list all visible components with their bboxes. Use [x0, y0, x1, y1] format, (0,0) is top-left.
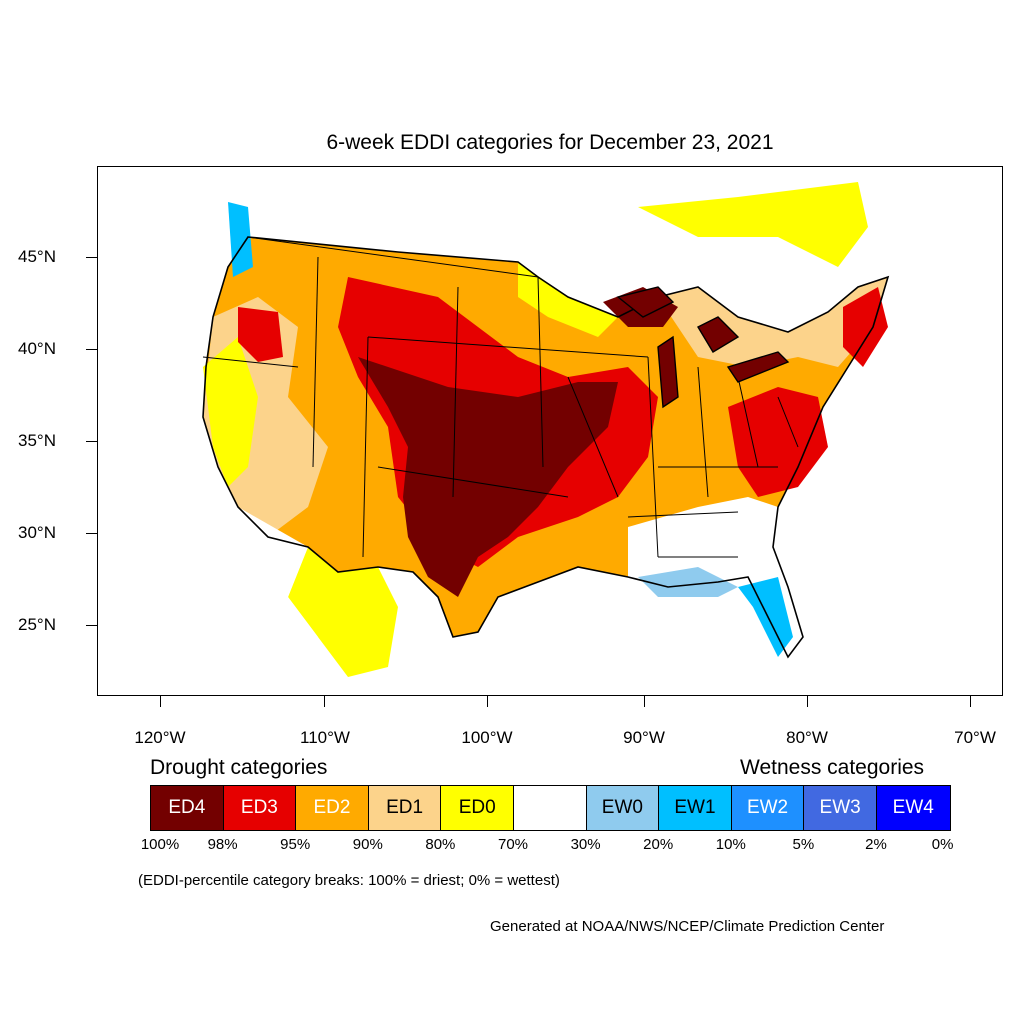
lon-tick: [160, 696, 161, 707]
legend-swatch-ed1: ED1: [368, 786, 442, 830]
lat-tick: [86, 257, 97, 258]
lat-tick: [86, 625, 97, 626]
credit-line: Generated at NOAA/NWS/NCEP/Climate Predi…: [490, 918, 885, 935]
percentile-break-label: 10%: [715, 836, 746, 853]
lon-label-100: 100°W: [461, 728, 513, 747]
lat-tick: [86, 441, 97, 442]
ew0-region-gulf: [638, 567, 738, 597]
map-title: 6-week EDDI categories for December 23, …: [326, 131, 774, 154]
ed0-region-west: [203, 337, 258, 487]
percentile-break-label: 80%: [425, 836, 456, 853]
ed3-region-northwest: [238, 307, 283, 362]
lat-tick: [86, 349, 97, 350]
category-note: (EDDI-percentile category breaks: 100% =…: [138, 872, 560, 889]
percentile-break-label: 2%: [865, 836, 887, 853]
ed4-region-plains: [358, 357, 618, 597]
percentile-break-label: 100%: [140, 836, 180, 853]
percentile-break-label: 70%: [497, 836, 529, 853]
legend-swatch-ew0: EW0: [586, 786, 660, 830]
percentile-break-label: 98%: [207, 836, 238, 853]
ed3-region-east: [728, 387, 828, 497]
lat-label-35: 35°N: [18, 431, 56, 450]
ed0-region-canada: [638, 182, 868, 267]
lat-label-40: 40°N: [18, 339, 56, 358]
great-lakes: [616, 286, 790, 409]
percentile-break-label: 20%: [643, 836, 674, 853]
legend-swatch-ed0: ED0: [441, 786, 514, 830]
percentile-break-label: 0%: [931, 836, 954, 853]
lat-label-30: 30°N: [18, 523, 56, 542]
drought-heading: Drought categories: [150, 756, 328, 779]
lat-label-25: 25°N: [18, 615, 56, 634]
legend-swatch-ew1: EW1: [659, 786, 732, 830]
lon-tick: [324, 696, 325, 707]
percentile-break-label: 95%: [280, 836, 311, 853]
category-legend: ED4 ED3 ED2 ED1 ED0 EW0 EW1 EW2 EW3 EW4: [150, 785, 951, 831]
ed0-region-south: [288, 547, 398, 677]
legend-swatch-ew4: EW4: [876, 786, 950, 830]
lon-label-90: 90°W: [623, 728, 665, 747]
lon-label-110: 110°W: [300, 728, 350, 747]
lon-label-70: 70°W: [954, 728, 996, 747]
eddi-map: [97, 166, 1003, 696]
lat-label-45: 45°N: [18, 247, 56, 266]
legend-swatch-ew2: EW2: [731, 786, 805, 830]
lat-tick: [86, 533, 97, 534]
ew1-region-gulf: [738, 577, 793, 657]
conus-coastline: [202, 236, 890, 659]
legend-swatch-ew3: EW3: [804, 786, 877, 830]
percentile-break-label: 90%: [352, 836, 383, 853]
no-anomaly-southwest: [203, 507, 318, 687]
lon-tick: [970, 696, 971, 707]
legend-swatch-neutral: [513, 786, 587, 830]
ed3-region-northeast: [843, 287, 888, 367]
lon-label-80: 80°W: [786, 728, 828, 747]
percentile-break-label: 30%: [570, 836, 601, 853]
legend-swatch-ed4: ED4: [151, 786, 224, 830]
percentile-break-label: 5%: [792, 836, 815, 853]
state-boundaries: [202, 236, 799, 558]
lon-label-120: 120°W: [134, 728, 186, 747]
legend-swatch-ed3: ED3: [223, 786, 297, 830]
legend-swatch-ed2: ED2: [296, 786, 369, 830]
eddi-map-canvas: [202, 182, 890, 687]
lon-tick: [807, 696, 808, 707]
wetness-heading: Wetness categories: [740, 756, 925, 779]
lon-tick: [487, 696, 488, 707]
lon-tick: [644, 696, 645, 707]
